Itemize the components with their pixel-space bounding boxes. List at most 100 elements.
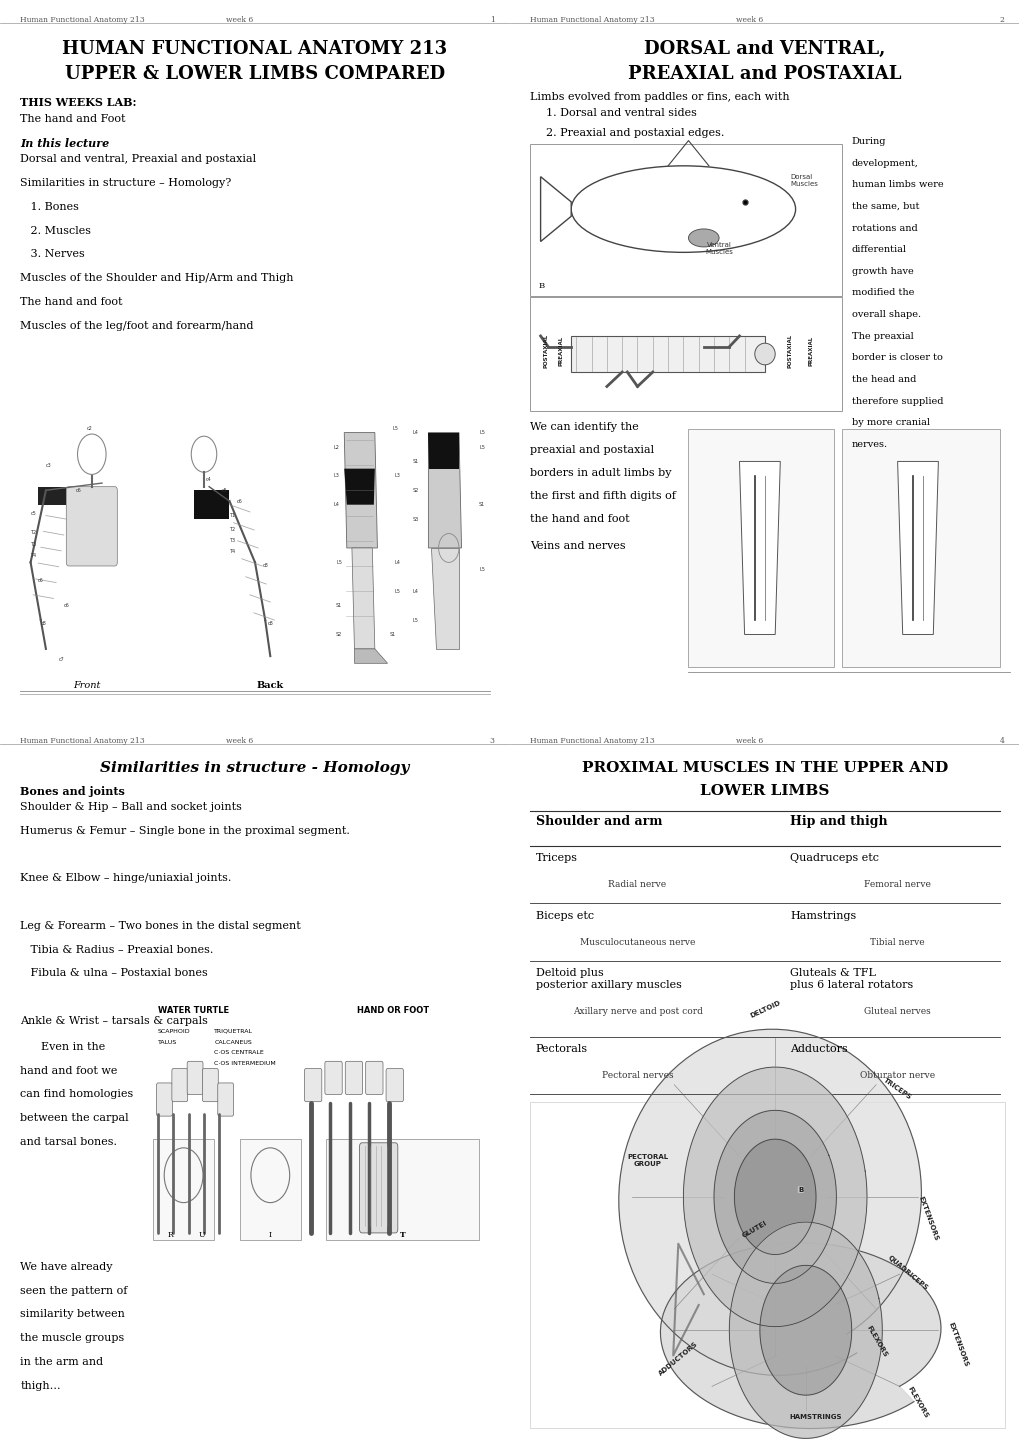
Text: CALCANEUS: CALCANEUS [214,1040,252,1044]
FancyBboxPatch shape [571,336,764,372]
Text: L5: L5 [479,444,484,450]
Text: Dorsal
Muscles: Dorsal Muscles [790,174,817,187]
Text: by more cranial: by more cranial [851,418,928,427]
Text: Biceps etc: Biceps etc [535,911,593,920]
Text: L5: L5 [336,559,341,565]
Text: Front: Front [73,682,100,691]
Text: 1. Dorsal and ventral sides: 1. Dorsal and ventral sides [545,108,696,118]
Text: Adductors: Adductors [790,1044,848,1054]
Text: TRICEPS: TRICEPS [881,1077,912,1100]
Text: PREAXIAL and POSTAXIAL: PREAXIAL and POSTAXIAL [628,65,901,82]
Text: Human Functional Anatomy 213: Human Functional Anatomy 213 [530,16,654,25]
Text: Ventral
Muscles: Ventral Muscles [704,242,733,255]
FancyBboxPatch shape [385,1069,404,1102]
Polygon shape [683,1067,866,1327]
Polygon shape [428,433,462,548]
Text: HAND OR FOOT: HAND OR FOOT [357,1007,428,1015]
Text: Fibula & ulna – Postaxial bones: Fibula & ulna – Postaxial bones [20,969,208,978]
Text: POSTAXIAL: POSTAXIAL [543,333,547,368]
Text: c5: c5 [221,487,227,493]
Text: 2: 2 [999,16,1004,25]
Text: TRIQUETRAL: TRIQUETRAL [214,1030,253,1034]
Text: S3: S3 [412,516,419,522]
Text: S1: S1 [412,459,419,464]
Text: WATER TURTLE: WATER TURTLE [158,1007,229,1015]
Text: LOWER LIMBS: LOWER LIMBS [700,784,828,799]
Text: Pectorals: Pectorals [535,1044,587,1054]
Text: C·OS CENTRALE: C·OS CENTRALE [214,1050,264,1056]
Text: Musculocutaneous nerve: Musculocutaneous nerve [579,939,695,947]
FancyBboxPatch shape [194,490,229,519]
Text: Human Functional Anatomy 213: Human Functional Anatomy 213 [530,737,654,746]
Text: c6: c6 [63,603,69,609]
Text: Triceps: Triceps [535,852,577,862]
Text: L5: L5 [479,567,484,572]
FancyBboxPatch shape [66,486,117,565]
Text: TALUS: TALUS [158,1040,177,1044]
Text: the muscle groups: the muscle groups [20,1332,124,1343]
Text: borders in adult limbs by: borders in adult limbs by [530,467,672,477]
Text: development,: development, [851,159,918,167]
Text: Dorsal and ventral, Preaxial and postaxial: Dorsal and ventral, Preaxial and postaxi… [20,154,256,164]
Text: S2: S2 [335,632,342,637]
Text: Hamstrings: Hamstrings [790,911,856,920]
Text: Axillary nerve and post cord: Axillary nerve and post cord [572,1007,702,1015]
FancyBboxPatch shape [203,1069,218,1102]
Text: Shoulder & Hip – Ball and socket joints: Shoulder & Hip – Ball and socket joints [20,802,243,812]
FancyBboxPatch shape [530,1102,1004,1428]
Text: Obturator nerve: Obturator nerve [859,1071,934,1080]
Text: The hand and Foot: The hand and Foot [20,114,125,124]
Text: Tibial nerve: Tibial nerve [869,939,924,947]
Text: PREAXIAL: PREAXIAL [558,336,562,365]
Text: c2: c2 [87,427,92,431]
Text: 4: 4 [999,737,1004,746]
Text: rotations and: rotations and [851,224,916,232]
Text: Humerus & Femur – Single bone in the proximal segment.: Humerus & Femur – Single bone in the pro… [20,825,350,835]
Text: c7: c7 [58,658,64,662]
Text: L5: L5 [479,430,484,435]
Text: Quadruceps etc: Quadruceps etc [790,852,878,862]
Text: modified the: modified the [851,288,913,297]
Text: L4: L4 [413,430,418,435]
Text: c8: c8 [41,622,46,626]
Text: week 6: week 6 [736,16,762,25]
Text: 1. Bones: 1. Bones [20,202,79,212]
FancyBboxPatch shape [324,1061,342,1094]
Text: and tarsal bones.: and tarsal bones. [20,1136,117,1146]
FancyBboxPatch shape [688,430,834,666]
Text: T: T [399,1230,406,1239]
Polygon shape [659,1243,941,1429]
Text: human limbs were: human limbs were [851,180,943,189]
Text: can find homologies: can find homologies [20,1090,133,1099]
Text: U: U [198,1230,205,1239]
Text: between the carpal: between the carpal [20,1113,128,1123]
Text: L4: L4 [333,502,339,508]
FancyBboxPatch shape [218,1083,233,1116]
Text: R: R [168,1230,173,1239]
Text: seen the pattern of: seen the pattern of [20,1286,127,1295]
Text: During: During [851,137,886,146]
Text: Veins and nerves: Veins and nerves [530,541,626,551]
Text: border is closer to: border is closer to [851,353,942,362]
Text: S2: S2 [412,487,419,493]
FancyBboxPatch shape [841,430,999,666]
Text: Hip and thigh: Hip and thigh [790,815,888,828]
Text: Knee & Elbow – hinge/uniaxial joints.: Knee & Elbow – hinge/uniaxial joints. [20,872,231,883]
Text: c5: c5 [31,510,36,516]
Text: therefore supplied: therefore supplied [851,397,943,405]
Text: overall shape.: overall shape. [851,310,920,319]
FancyBboxPatch shape [366,1061,383,1094]
Text: Similarities in structure - Homology: Similarities in structure - Homology [100,761,410,774]
Text: L2: L2 [333,444,339,450]
Text: Shoulder and arm: Shoulder and arm [535,815,661,828]
FancyBboxPatch shape [530,297,841,411]
FancyBboxPatch shape [305,1069,322,1102]
Text: T2: T2 [30,529,37,535]
Text: PROXIMAL MUSCLES IN THE UPPER AND: PROXIMAL MUSCLES IN THE UPPER AND [581,761,948,774]
Text: Gluteals & TFL
plus 6 lateral rotators: Gluteals & TFL plus 6 lateral rotators [790,969,913,989]
Text: DELTOID: DELTOID [748,999,781,1019]
Polygon shape [734,1139,815,1255]
FancyBboxPatch shape [172,1069,187,1102]
Text: We have already: We have already [20,1262,113,1272]
Text: T3: T3 [30,542,37,547]
